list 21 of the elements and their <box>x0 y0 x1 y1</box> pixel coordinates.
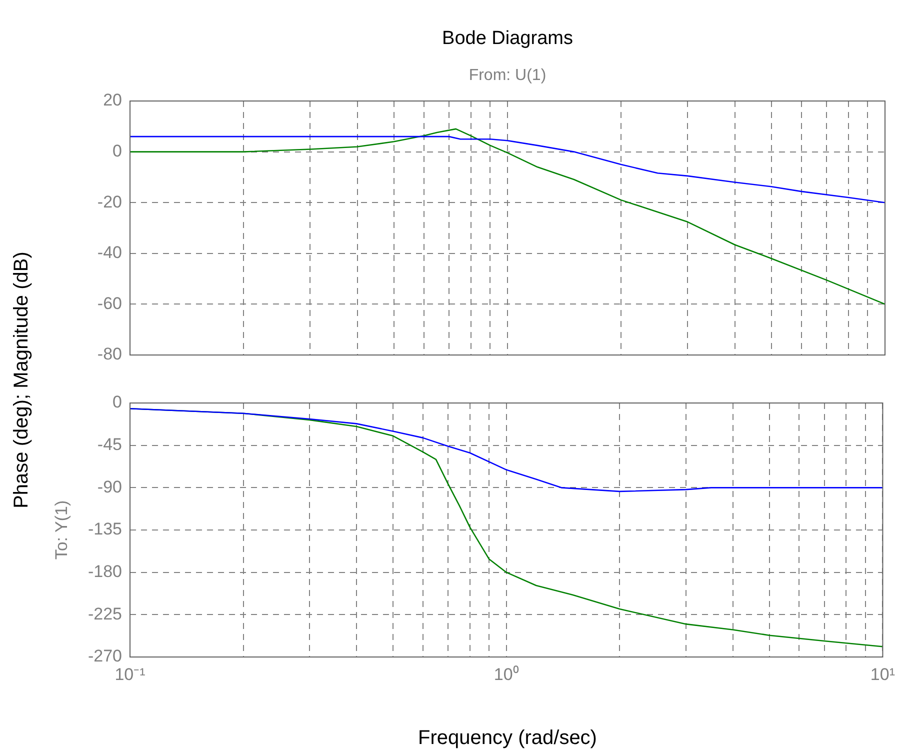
y-tick-label: 0 <box>112 392 122 412</box>
y-tick-label: 20 <box>103 90 122 110</box>
y-tick-label: -225 <box>88 604 122 624</box>
y-tick-label: -135 <box>88 520 122 539</box>
y-tick-label: -270 <box>88 646 122 666</box>
y-tick-label: -40 <box>97 243 122 262</box>
x-tick-label: 10⁰ <box>494 664 519 684</box>
y-tick-label: -20 <box>97 192 122 212</box>
y-tick-label: -180 <box>88 562 122 582</box>
chart-title: Bode Diagrams <box>441 28 574 50</box>
x-tick-label: 10⁻¹ <box>114 664 146 684</box>
y-tick-label: -90 <box>97 477 122 496</box>
y-tick-label: -60 <box>97 294 122 313</box>
x-axis-title: Frequency (rad/sec) <box>417 727 598 749</box>
y-tick-label: -80 <box>97 344 122 364</box>
y-tick-label: -45 <box>97 435 122 454</box>
y-axis-title: To: Y(1) <box>52 500 72 560</box>
x-tick-label: 10¹ <box>870 664 896 684</box>
y-axis-title: Phase (deg); Magnitude (dB) <box>10 252 34 508</box>
chart-subtitle: From: U(1) <box>468 67 548 85</box>
y-tick-label: 0 <box>112 141 122 160</box>
